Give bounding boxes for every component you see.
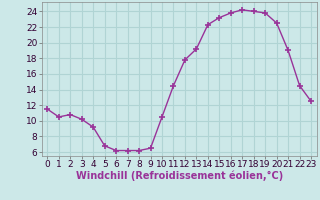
X-axis label: Windchill (Refroidissement éolien,°C): Windchill (Refroidissement éolien,°C) bbox=[76, 171, 283, 181]
